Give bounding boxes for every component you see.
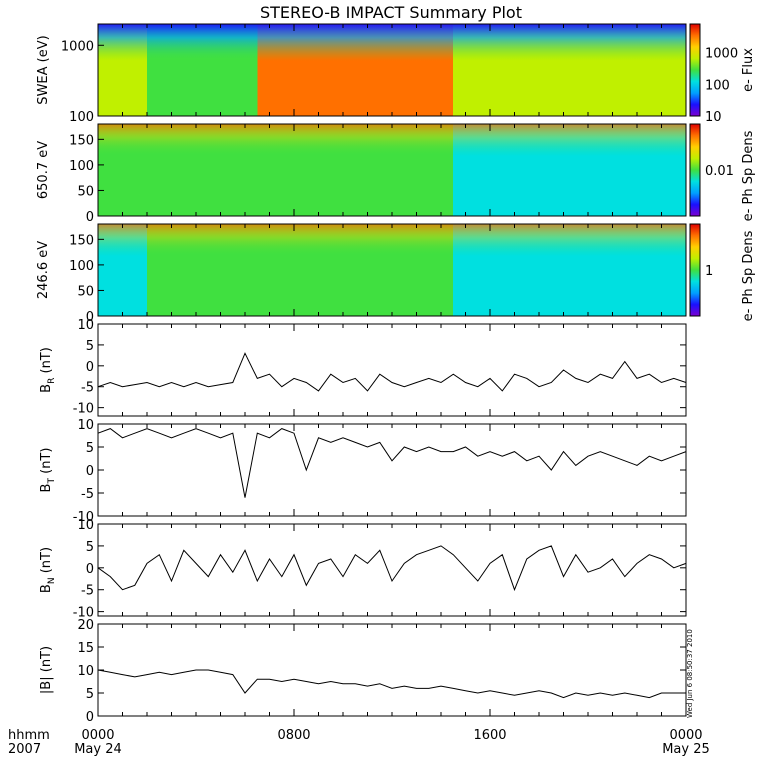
- y-tick-label-6-4: 20: [77, 618, 94, 633]
- panel-frame-0: [97, 23, 687, 117]
- panel-frame-4: [97, 423, 687, 517]
- y-tick-label-6-2: 10: [77, 664, 94, 679]
- panel-1: 0 50 100 150 0.01 e- Ph Sp Dens 650.7 eV: [36, 123, 756, 225]
- y-tick-label-0-0: 100: [69, 110, 94, 125]
- y-tick-label-5-3: 5: [86, 540, 94, 555]
- y-tick-label-2-1: 50: [77, 284, 94, 299]
- y-tick-label-0-1: 1000: [61, 39, 94, 54]
- colorbar-label-1: e- Ph Sp Dens: [741, 130, 756, 221]
- panel-6: 0 5 10 15 20 |B| (nT): [39, 618, 687, 725]
- colorbar-tick-label-0-2: 1000: [705, 47, 738, 62]
- y-tick-label-1-2: 100: [69, 159, 94, 174]
- y-tick-label-5-2: 0: [86, 562, 94, 577]
- data-line-5: [97, 545, 687, 592]
- y-tick-label-1-1: 50: [77, 184, 94, 199]
- x-tick-date-0: May 24: [74, 742, 122, 757]
- y-axis-label-0: SWEA (eV): [36, 35, 51, 104]
- colorbar-0: 10 100 1000 e- Flux: [689, 23, 756, 125]
- panel-2: 0 50 100 150 1 e- Ph Sp Dens 246.6 eV: [36, 223, 756, 325]
- y-tick-label-1-0: 0: [86, 210, 94, 225]
- y-tick-label-6-0: 0: [86, 710, 94, 725]
- y-tick-label-3-2: 0: [86, 360, 94, 375]
- panel-frame-2: [97, 223, 687, 317]
- time-axis-label-year: 2007: [8, 742, 41, 757]
- y-tick-label-2-3: 150: [69, 233, 94, 248]
- panel-frame-5: [97, 523, 687, 617]
- colorbar-bar-1: [689, 123, 701, 217]
- x-tick-label-1: 0800: [277, 728, 310, 743]
- y-tick-label-5-0: -10: [73, 606, 94, 621]
- data-line-3: [97, 352, 687, 392]
- y-axis-label-6: |B| (nT): [39, 646, 54, 694]
- colorbar-1: 0.01 e- Ph Sp Dens: [689, 123, 756, 221]
- timestamp: Wed Jun 6 08:50:37 2010: [686, 629, 694, 718]
- y-tick-label-1-3: 150: [69, 133, 94, 148]
- y-tick-label-5-4: 10: [77, 518, 94, 533]
- panel-frame-6: [97, 623, 687, 717]
- y-tick-label-4-1: -5: [81, 487, 94, 502]
- y-tick-label-4-3: 5: [86, 441, 94, 456]
- y-axis-label-2: 246.6 eV: [36, 241, 51, 299]
- colorbar-tick-label-2-0: 1: [705, 264, 713, 279]
- chart-title: STEREO-B IMPACT Summary Plot: [260, 3, 522, 22]
- heatmap-overlay-2: [98, 224, 686, 316]
- y-tick-label-6-3: 15: [77, 641, 94, 656]
- y-axis-label-4: BT (nT): [39, 448, 57, 493]
- y-tick-label-3-1: -5: [81, 381, 94, 396]
- x-tick-date-3: May 25: [662, 742, 710, 757]
- colorbar-bar-2: [689, 223, 701, 317]
- y-tick-label-3-4: 10: [77, 318, 94, 333]
- data-line-4: [97, 428, 687, 498]
- y-tick-label-2-0: 0: [86, 310, 94, 325]
- colorbar-tick-label-1-0: 0.01: [705, 164, 734, 179]
- time-axis-label-hhmm: hhmm: [8, 728, 50, 743]
- colorbar-bar-0: [689, 23, 701, 117]
- y-axis-label-1: 650.7 eV: [36, 141, 51, 199]
- panel-frame-3: [97, 323, 687, 417]
- colorbar-2: 1 e- Ph Sp Dens: [689, 223, 756, 321]
- y-tick-label-4-0: -10: [73, 510, 94, 525]
- panel-5: -10 -5 0 5 10 BN (nT): [39, 518, 687, 621]
- colorbar-tick-label-0-0: 10: [705, 110, 722, 125]
- y-tick-label-2-2: 100: [69, 259, 94, 274]
- y-tick-label-5-1: -5: [81, 584, 94, 599]
- panel-3: -10 -5 0 5 10 BR (nT): [39, 318, 687, 417]
- y-tick-label-6-1: 5: [86, 687, 94, 702]
- x-tick-label-2: 1600: [473, 728, 506, 743]
- x-tick-label-0: 0000: [81, 728, 114, 743]
- y-axis-label-5: BN (nT): [39, 547, 57, 593]
- colorbar-label-2: e- Ph Sp Dens: [741, 230, 756, 321]
- data-line-6: [97, 669, 686, 699]
- heatmap-overlay-1: [98, 124, 686, 216]
- panel-frame-1: [97, 123, 687, 217]
- y-tick-label-4-4: 10: [77, 418, 94, 433]
- heatmap-overlay-0: [98, 24, 686, 116]
- y-tick-label-3-3: 5: [86, 339, 94, 354]
- panel-4: -10 -5 0 5 10 BT (nT): [39, 418, 687, 525]
- y-tick-label-3-0: -10: [73, 402, 94, 417]
- colorbar-label-0: e- Flux: [741, 48, 756, 92]
- colorbar-tick-label-0-1: 100: [705, 78, 730, 93]
- y-tick-label-4-2: 0: [86, 464, 94, 479]
- x-tick-label-3: 0000: [669, 728, 702, 743]
- y-axis-label-3: BR (nT): [39, 347, 57, 393]
